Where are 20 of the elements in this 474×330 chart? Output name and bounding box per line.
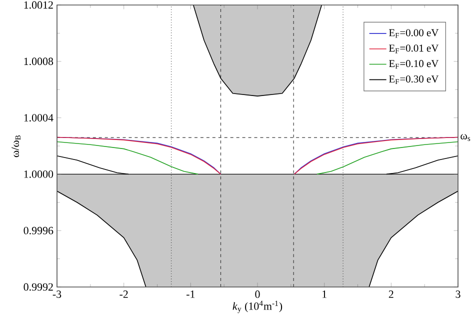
legend-label: E$_{F}$=0.30 eV (389, 75, 439, 84)
x-tick-label: -1 (186, 290, 195, 298)
y-tick-label: 1.0012 (24, 1, 53, 9)
y-tick-label: 0.9996 (24, 226, 54, 234)
x-tick-label: 3 (456, 290, 460, 298)
y-axis-title: ω/ω$_{B}$ (12, 135, 20, 158)
x-tick-label: 2 (388, 290, 394, 298)
y-tick-label: 0.9992 (24, 283, 53, 291)
x-tick-label: 0 (255, 290, 260, 298)
legend-label: E$_{F}$=0.10 eV (389, 60, 439, 69)
ref-line-label: ω$_{s}$ (460, 134, 470, 141)
x-tick-label: -2 (120, 290, 128, 298)
legend-label: E$_{F}$=0.00 eV (389, 29, 439, 38)
x-tick-label: -3 (52, 290, 62, 298)
y-tick-label: 1.0004 (24, 114, 54, 122)
x-axis-title: k$_{y}$ (10$^{4}$m$^{-1}$) (232, 300, 282, 314)
y-tick-label: 1.0000 (24, 170, 54, 178)
y-tick-label: 1.0008 (24, 58, 54, 66)
x-tick-label: 1 (322, 290, 326, 298)
legend-label: E$_{F}$=0.01 eV (389, 44, 439, 54)
